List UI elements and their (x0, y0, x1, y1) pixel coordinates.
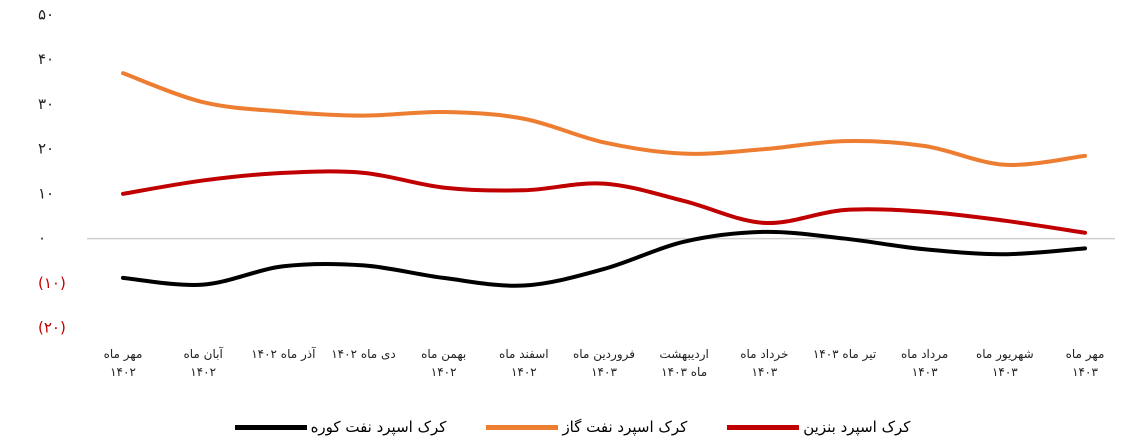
y-tick-label: (۲۰) (38, 319, 66, 337)
x-tick-label: بهمن ماه ۱۴۰۲ (421, 347, 467, 379)
legend-label: کرک اسپرد نفت گاز (562, 418, 688, 436)
x-tick-label: مهر ماه ۱۴۰۲ (103, 347, 143, 379)
legend-item: کرک اسپرد بنزین (727, 418, 910, 436)
x-tick-label: اسفند ماه ۱۴۰۲ (499, 347, 549, 379)
series-line (121, 229, 1087, 288)
series-line (121, 169, 1087, 235)
legend-item: کرک اسپرد نفت کوره (234, 418, 447, 436)
legend-swatch (234, 424, 307, 430)
legend-swatch (727, 424, 800, 430)
legend-swatch (486, 424, 559, 430)
legend: کرک اسپرد بنزین کرک اسپرد نفت گاز کرک اسپر… (0, 418, 1145, 436)
x-tick-label: آبان ماه ۱۴۰۲ (183, 347, 223, 379)
y-tick-label: ۰ (38, 229, 46, 247)
x-tick-label: آذر ماه ۱۴۰۲ (251, 347, 316, 361)
legend-item: کرک اسپرد نفت گاز (486, 418, 687, 436)
y-tick-label: (۱۰) (38, 274, 66, 292)
x-tick-label: دی ماه ۱۴۰۲ (331, 347, 396, 361)
x-tick-label: تیر ماه ۱۴۰۳ (812, 347, 877, 361)
x-tick-label: فروردین ماه ۱۴۰۳ (573, 347, 635, 379)
x-tick-label: خرداد ماه ۱۴۰۳ (740, 347, 789, 379)
legend-label: کرک اسپرد بنزین (803, 418, 911, 436)
legend-label: کرک اسپرد نفت کوره (310, 418, 447, 436)
y-tick-label: ۱۰ (38, 184, 54, 202)
y-tick-label: ۲۰ (38, 140, 54, 158)
y-tick-label: ۵۰ (38, 6, 54, 24)
y-tick-label: ۴۰ (38, 50, 54, 68)
y-tick-label: ۳۰ (38, 95, 54, 113)
x-tick-label: شهریور ماه ۱۴۰۳ (975, 347, 1034, 379)
series-line (121, 71, 1087, 167)
x-tick-label: اردیبهشت ماه ۱۴۰۳ (659, 347, 709, 379)
x-tick-label: مرداد ماه ۱۴۰۳ (901, 347, 949, 379)
x-tick-label: مهر ماه ۱۴۰۳ (1065, 347, 1105, 379)
